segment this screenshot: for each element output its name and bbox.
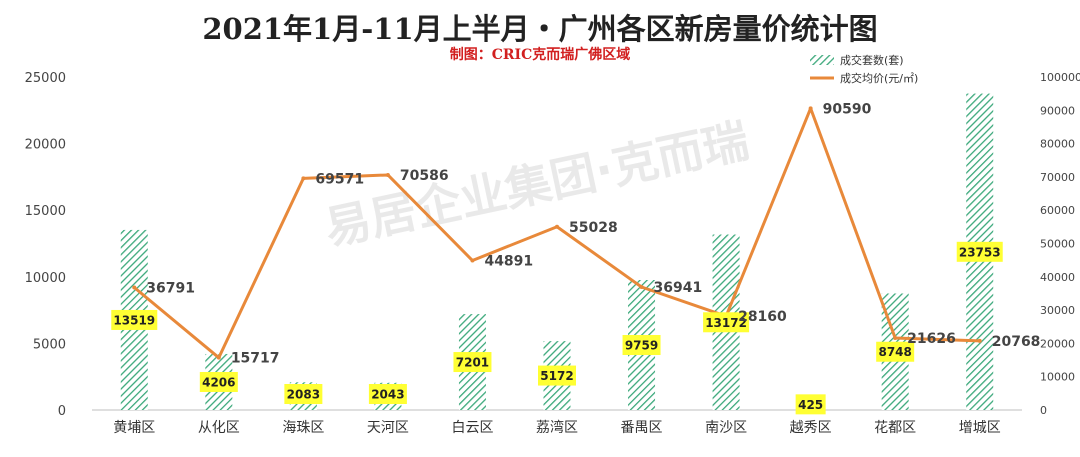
right-tick-label: 70000: [1040, 171, 1075, 184]
price-line: [133, 106, 980, 360]
price-point: [132, 285, 137, 290]
bar-value-label: 5172: [540, 369, 573, 383]
bar-value-label: 2083: [287, 388, 320, 402]
legend-line-label: 成交均价(元/㎡): [840, 71, 918, 85]
chart-subtitle: 制图：CRIC克而瑞广佛区域: [449, 47, 631, 63]
bar-label-bg: [453, 352, 492, 373]
price-point: [639, 284, 644, 289]
line-value-label: 21626: [907, 331, 956, 347]
category-label: 增城区: [959, 420, 1001, 436]
category-label: 黄埔区: [113, 419, 155, 436]
right-tick-label: 80000: [1040, 138, 1075, 151]
bar-label-bg: [795, 394, 826, 415]
line-value-label: 36791: [146, 280, 195, 296]
right-tick-label: 60000: [1040, 204, 1075, 217]
line-value-label: 70586: [400, 168, 449, 184]
category-label: 南沙区: [705, 420, 747, 436]
left-tick-label: 0: [58, 404, 66, 419]
category-label: 天河区: [367, 420, 409, 436]
right-tick-label: 40000: [1040, 271, 1075, 284]
left-tick-label: 15000: [25, 204, 66, 219]
line-value-label: 69571: [315, 171, 364, 187]
bar-label-bg: [199, 371, 238, 392]
bar-value-label: 13172: [705, 316, 747, 330]
line-value-label: 15717: [231, 351, 280, 367]
chart-title: 2021年1月-11月上半月・广州各区新房量价统计图: [202, 12, 878, 46]
category-label: 海珠区: [282, 420, 324, 436]
bar-label-bg: [111, 309, 158, 330]
left-tick-label: 10000: [25, 271, 66, 286]
right-tick-label: 90000: [1040, 104, 1075, 117]
right-tick-label: 50000: [1040, 238, 1075, 251]
legend-bar-swatch: [810, 55, 834, 65]
price-point: [977, 338, 982, 343]
bar-label-bg: [538, 365, 576, 386]
bar-label-bg: [956, 241, 1003, 262]
price-point: [470, 258, 475, 263]
category-label: 番禺区: [621, 420, 663, 436]
bar-value-label: 4206: [202, 375, 235, 389]
line-value-label: 55028: [569, 220, 618, 236]
legend-bar-label: 成交套数(套): [840, 53, 904, 67]
right-tick-label: 30000: [1040, 304, 1075, 317]
category-label: 越秀区: [790, 420, 832, 436]
line-value-label: 90590: [823, 101, 872, 117]
price-point: [301, 176, 306, 181]
left-tick-label: 25000: [25, 71, 66, 86]
bar-value-label: 9759: [625, 339, 658, 353]
right-tick-label: 10000: [1040, 371, 1075, 384]
bar-label-bg: [622, 335, 661, 356]
price-point: [216, 355, 221, 360]
left-tick-label: 20000: [25, 138, 66, 153]
bar-label-bg: [703, 312, 750, 333]
price-point: [555, 224, 559, 229]
bar-value-label: 8748: [878, 345, 911, 359]
left-tick-label: 5000: [33, 337, 66, 352]
category-label: 白云区: [451, 420, 493, 436]
bar-value-label: 7201: [456, 356, 489, 370]
right-tick-label: 20000: [1040, 337, 1075, 350]
category-label: 从化区: [198, 420, 240, 436]
category-label: 花都区: [874, 420, 916, 436]
right-tick-label: 100000: [1040, 71, 1080, 84]
price-point: [808, 106, 813, 111]
price-point: [385, 172, 390, 177]
bar-value-label: 425: [798, 398, 823, 412]
bar-label-bg: [368, 384, 407, 404]
right-tick-label: 0: [1040, 404, 1047, 417]
bar-value-label: 23753: [959, 245, 1001, 259]
line-value-label: 28160: [738, 309, 787, 325]
bar-value-label: 2043: [371, 388, 404, 402]
bar-value-label: 13519: [113, 313, 155, 327]
bar-label-bg: [876, 341, 915, 362]
bar-label-bg: [284, 384, 323, 404]
price-point: [893, 335, 898, 340]
line-value-label: 36941: [654, 280, 703, 296]
category-label: 荔湾区: [536, 419, 578, 436]
line-value-label: 44891: [484, 254, 533, 270]
line-value-label: 20768: [992, 334, 1041, 350]
